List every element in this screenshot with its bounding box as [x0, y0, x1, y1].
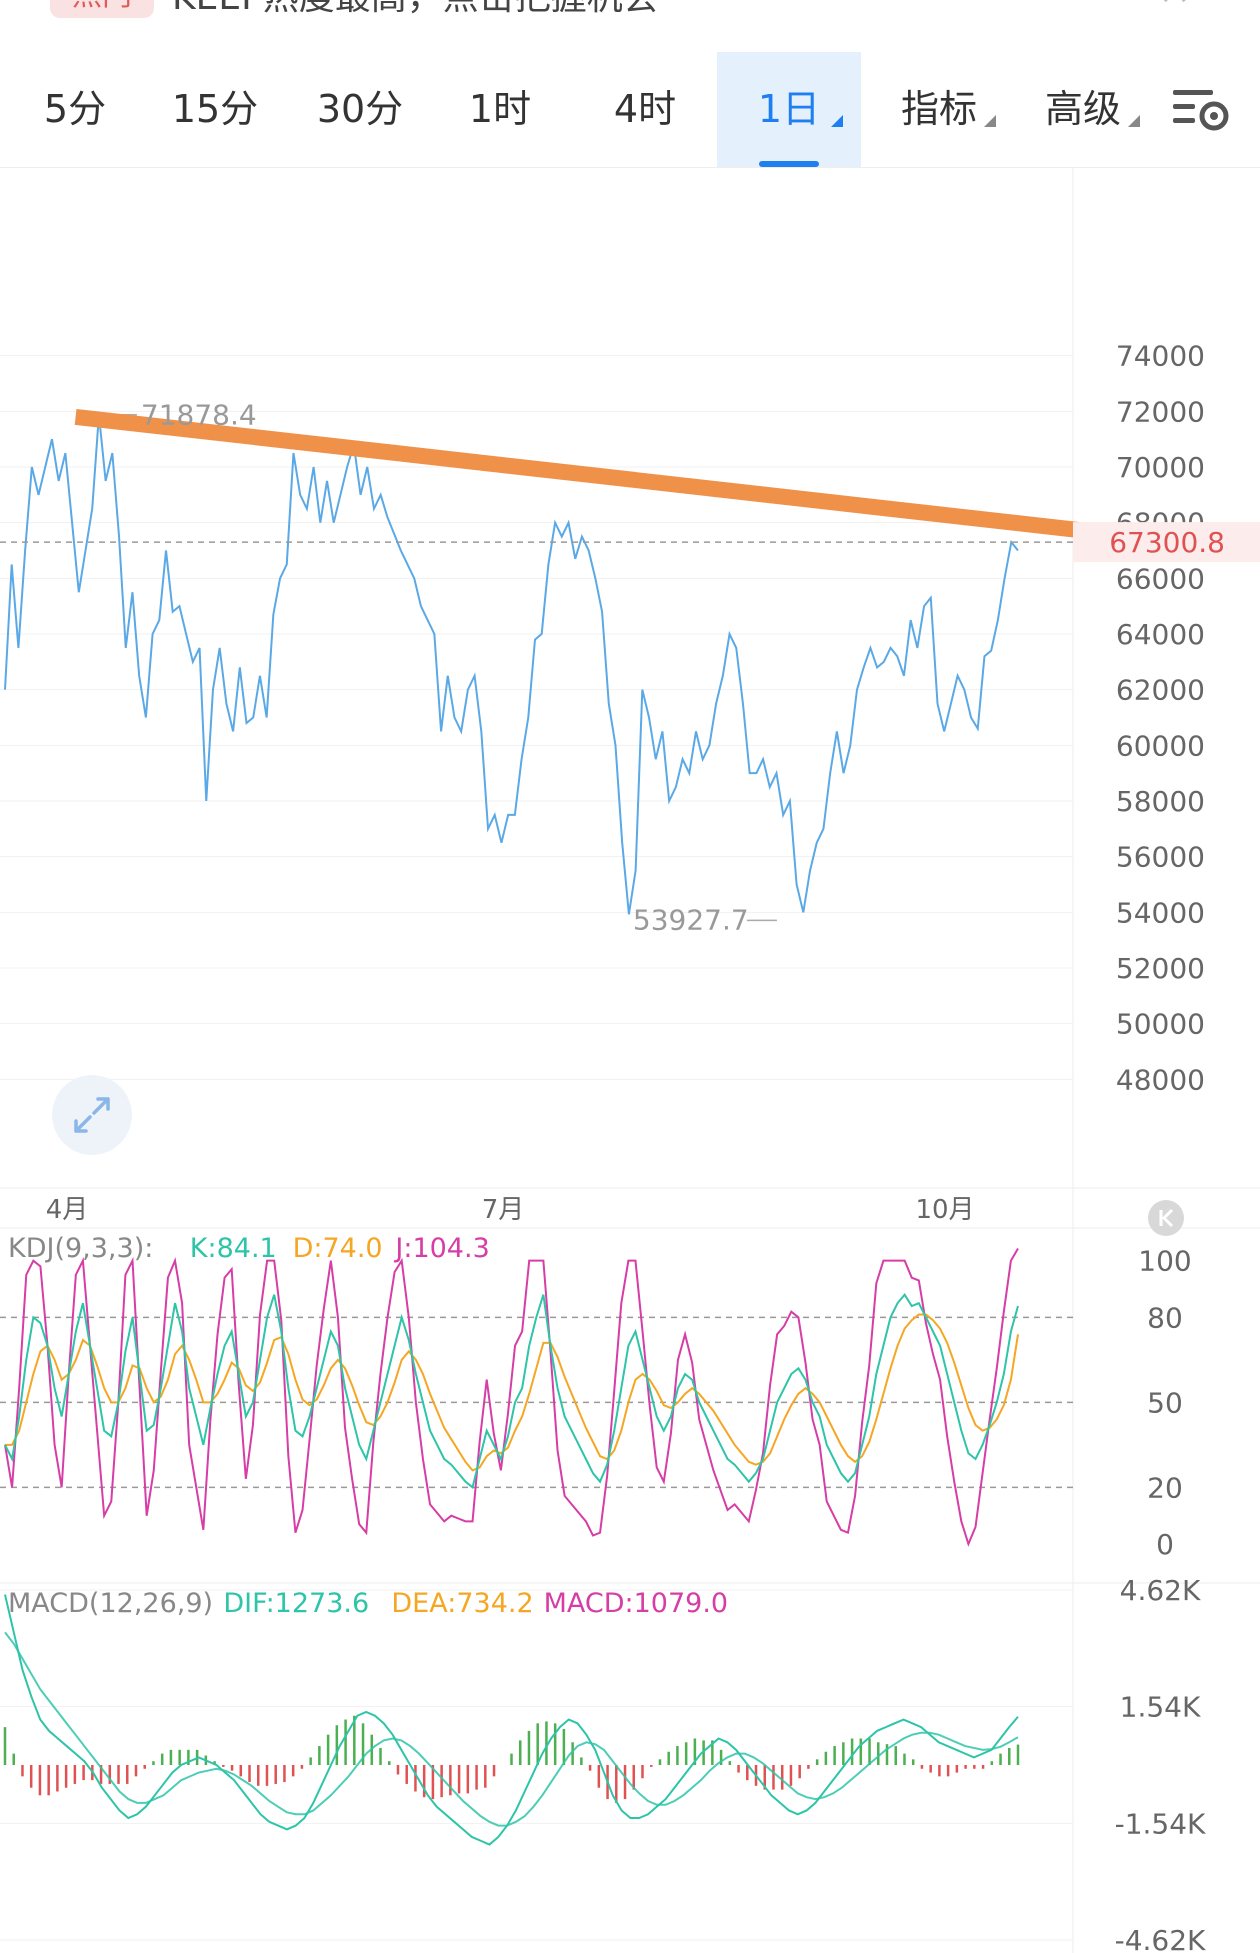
price-y-tick: 54000	[1116, 896, 1205, 929]
tab-label: 15分	[171, 87, 259, 131]
current-price-tag	[1073, 522, 1260, 563]
price-y-tick: 62000	[1116, 674, 1205, 707]
price-y-tick: 66000	[1116, 562, 1205, 595]
kdj-y-tick: 20	[1147, 1471, 1183, 1504]
tab-15m[interactable]: 15分	[155, 52, 275, 167]
chart-settings-icon[interactable]	[1170, 86, 1230, 136]
macd-y-tick: 4.62K	[1120, 1574, 1201, 1607]
low-price-label: 53927.7	[633, 903, 749, 936]
macd-y-tick: -4.62K	[1115, 1924, 1206, 1953]
price-y-tick: 70000	[1116, 451, 1205, 484]
tab-label: 30分	[316, 87, 404, 131]
tab-advanced[interactable]: 高级	[1024, 52, 1142, 167]
price-y-tick: 60000	[1116, 729, 1205, 762]
tab-indicators[interactable]: 指标	[880, 52, 998, 167]
price-y-tick: 58000	[1116, 785, 1205, 818]
tab-30m[interactable]: 30分	[300, 52, 420, 167]
current-price-label: 67300.8	[1109, 526, 1225, 559]
price-y-tick: 48000	[1116, 1063, 1205, 1096]
kdj-legend-item: KDJ(9,3,3):	[8, 1233, 153, 1264]
macd-y-tick: -1.54K	[1115, 1807, 1206, 1840]
kdj-k-line	[4, 1292, 1019, 1490]
collapse-left-icon[interactable]	[1148, 1200, 1184, 1236]
tab-label: 4时	[613, 87, 677, 131]
tab-1d[interactable]: 1日	[717, 52, 861, 167]
date-x-tick: 10月	[915, 1195, 974, 1225]
price-y-tick: 72000	[1116, 395, 1205, 428]
date-x-tick: 4月	[46, 1195, 89, 1225]
tab-label: 高级	[1044, 87, 1121, 131]
dropdown-corner-icon	[984, 115, 996, 127]
tab-label: 1时	[468, 87, 532, 131]
price-y-tick: 64000	[1116, 618, 1205, 651]
price-y-tick: 56000	[1116, 841, 1205, 874]
tab-4h[interactable]: 4时	[585, 52, 705, 167]
macd-dea-line	[4, 1631, 1019, 1827]
kdj-y-tick: 50	[1147, 1386, 1183, 1419]
kdj-y-tick: 80	[1147, 1301, 1183, 1334]
price-y-tick: 52000	[1116, 952, 1205, 985]
kdj-y-tick: 0	[1156, 1528, 1174, 1561]
tab-5m[interactable]: 5分	[20, 52, 130, 167]
kdj-legend-item: J:104.3	[393, 1233, 489, 1264]
date-x-tick: 7月	[482, 1195, 525, 1225]
promo-banner[interactable]: 热门 KEEP热度最高，点击把握机会 ✕	[0, 0, 1260, 20]
drawn-trendline	[74, 408, 1260, 559]
kdj-legend-item: D:74.0	[293, 1233, 383, 1264]
macd-legend-item: DIF:1273.6	[223, 1588, 369, 1619]
tab-label: 1日	[757, 87, 821, 131]
macd-dif-line	[4, 1594, 1019, 1846]
hot-tag: 热门	[50, 0, 154, 18]
macd-legend-item: DEA:734.2	[391, 1588, 533, 1619]
dropdown-corner-icon	[1128, 115, 1140, 127]
kdj-y-tick: 100	[1138, 1245, 1191, 1278]
timeframe-tabs: 5分 15分 30分 1时 4时 1日 指标 高级	[0, 52, 1260, 167]
macd-legend-item: MACD:1079.0	[544, 1588, 729, 1619]
tabs-divider	[0, 167, 1260, 168]
tab-label: 5分	[43, 87, 107, 131]
fullscreen-icon[interactable]	[52, 1075, 132, 1155]
tab-label: 指标	[900, 87, 977, 131]
price-y-tick: 50000	[1116, 1008, 1205, 1041]
price-line	[4, 414, 1019, 915]
dropdown-corner-icon	[831, 115, 843, 127]
high-price-label: 71878.4	[141, 399, 257, 432]
banner-text: KEEP热度最高，点击把握机会	[172, 0, 659, 20]
price-y-tick: 74000	[1116, 340, 1205, 373]
active-underline	[759, 161, 819, 167]
macd-legend-item: MACD(12,26,9)	[8, 1588, 213, 1619]
tab-1h[interactable]: 1时	[445, 52, 555, 167]
kdj-j-line	[4, 1247, 1019, 1547]
kdj-d-line	[5, 1313, 1019, 1472]
macd-y-tick: 1.54K	[1120, 1691, 1201, 1724]
close-icon[interactable]: ✕	[1158, 0, 1192, 14]
kdj-legend-item: K:84.1	[190, 1233, 277, 1264]
